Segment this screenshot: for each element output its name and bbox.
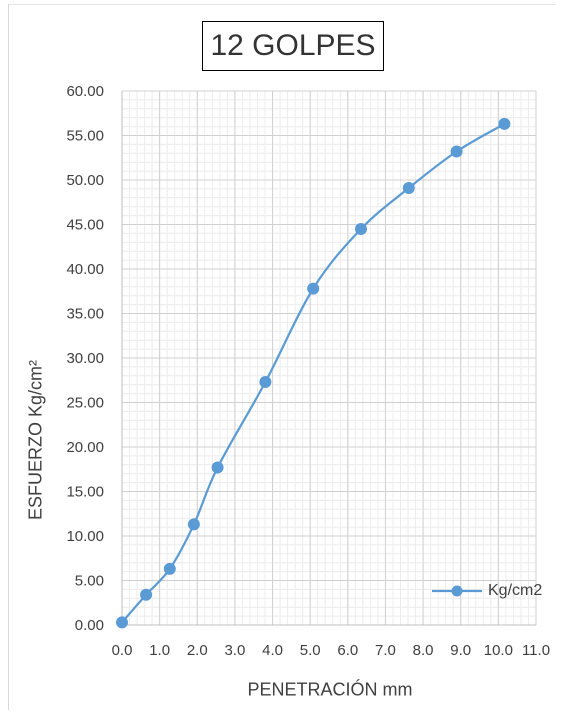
y-tick-label: 15.00 (66, 484, 104, 501)
chart-title: 12 GOLPES (202, 21, 384, 71)
y-tick-label: 50.00 (66, 172, 104, 189)
x-tick-label: 6.0 (337, 642, 358, 659)
data-point (307, 282, 320, 295)
chart-area (8, 4, 556, 710)
y-tick-label: 40.00 (66, 261, 104, 278)
data-point (450, 145, 463, 158)
y-tick-label: 60.00 (66, 83, 104, 100)
y-tick-label: 0.00 (75, 617, 104, 634)
data-point (163, 562, 176, 575)
x-tick-label: 3.0 (224, 642, 245, 659)
legend-marker (451, 585, 463, 597)
data-point (140, 588, 153, 601)
y-tick-label: 35.00 (66, 306, 104, 323)
data-point (498, 117, 511, 130)
x-tick-label: 4.0 (262, 642, 283, 659)
data-point (187, 518, 200, 531)
x-tick-label: 11.0 (522, 642, 550, 659)
data-point (259, 376, 272, 389)
x-tick-label: 8.0 (413, 642, 434, 659)
y-axis-title: ESFUERZO Kg/cm² (25, 359, 46, 521)
x-tick-label: 2.0 (187, 642, 208, 659)
x-tick-label: 7.0 (375, 642, 396, 659)
y-tick-label: 5.00 (75, 573, 104, 590)
data-point (116, 616, 128, 629)
x-tick-label: 9.0 (450, 642, 471, 659)
y-tick-label: 10.00 (66, 528, 104, 545)
x-axis-title: PENETRACIÓN mm (247, 679, 413, 700)
y-tick-label: 45.00 (66, 217, 104, 234)
y-tick-label: 30.00 (66, 350, 104, 367)
y-tick-label: 25.00 (66, 395, 104, 412)
x-tick-label: 10.0 (484, 642, 513, 659)
data-point (354, 222, 367, 235)
x-tick-label: 1.0 (149, 642, 170, 659)
y-tick-label: 55.00 (66, 128, 104, 145)
y-tick-label: 20.00 (66, 439, 104, 456)
legend-entry-label: Kg/cm2 (488, 582, 543, 599)
data-point (211, 461, 224, 474)
x-tick-label: 0.0 (112, 642, 133, 659)
data-point (402, 182, 415, 195)
x-tick-label: 5.0 (300, 642, 321, 659)
series-line (121, 122, 505, 624)
